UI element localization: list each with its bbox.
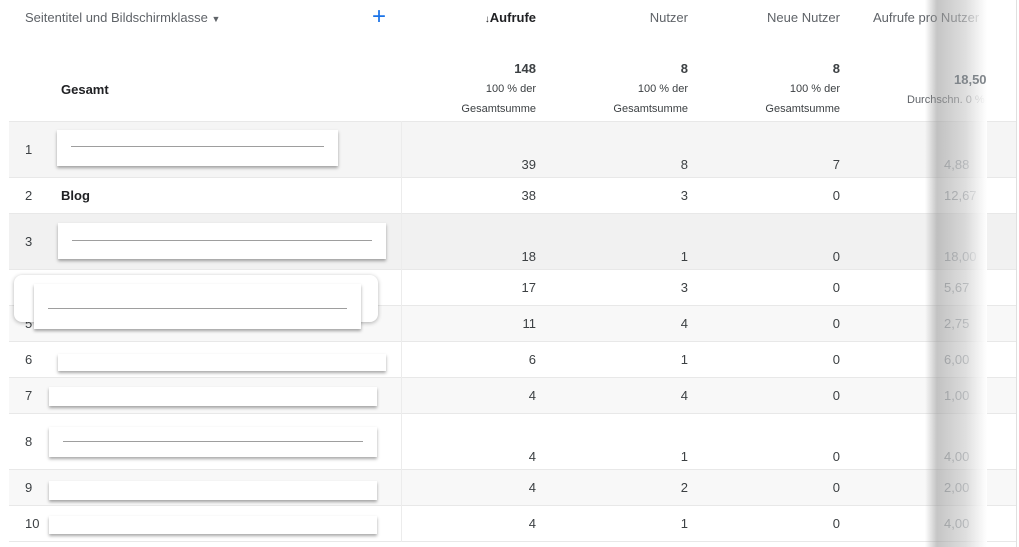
cell-aufrufe: 4 [528, 516, 536, 531]
redaction-box [49, 481, 377, 500]
total-aufrufe-pro-nutzer: 18,50 [954, 72, 987, 87]
cell-nutzer: 4 [680, 388, 688, 403]
row-index: 1 [25, 142, 33, 157]
total-neue-sub1: 100 % der [789, 83, 840, 95]
cell-aufrufe: 38 [521, 188, 536, 203]
row-index: 8 [25, 434, 33, 449]
cell-nutzer: 3 [680, 188, 688, 203]
row-index: 5 [25, 316, 33, 331]
cell-aufrufe: 11 [522, 316, 537, 331]
cell-neue-nutzer: 0 [832, 188, 840, 203]
dimension-label: Seitentitel und Bildschirmklasse [25, 10, 208, 25]
cell-nutzer: 4 [680, 316, 688, 331]
cell-neue-nutzer: 7 [832, 157, 840, 172]
row-index: 3 [25, 234, 33, 249]
total-aufrufe: 148 [514, 61, 536, 76]
panel-border [1016, 0, 1017, 547]
total-aufrufe-sub1: 100 % der [485, 83, 536, 95]
total-neue-sub2: Gesamtsumme [765, 103, 840, 115]
column-header-nutzer[interactable]: Nutzer [649, 10, 688, 25]
row-index: 6 [25, 352, 33, 367]
row-page-title[interactable]: Blog [61, 188, 90, 203]
column-divider [401, 121, 402, 542]
cell-aufrufe: 18 [521, 249, 536, 264]
redaction-box [49, 427, 377, 457]
redaction-box [58, 354, 386, 371]
row-index: 2 [25, 188, 33, 203]
cell-neue-nutzer: 0 [832, 449, 840, 464]
dimension-selector[interactable]: Seitentitel und Bildschirmklasse ▼ [25, 10, 220, 25]
total-aufrufe-sub2: Gesamtsumme [461, 103, 536, 115]
cell-nutzer: 2 [680, 480, 688, 495]
redaction-box [49, 516, 377, 534]
cell-aufrufe: 17 [521, 280, 536, 295]
scroll-shadow [925, 0, 987, 547]
table-row[interactable]: 2 Blog 38 3 0 12,67 [9, 178, 1017, 214]
total-nutzer-sub1: 100 % der [637, 83, 688, 95]
redaction-box [57, 130, 338, 166]
cell-neue-nutzer: 0 [832, 280, 840, 295]
cell-neue-nutzer: 0 [832, 516, 840, 531]
row-index: 9 [25, 480, 33, 495]
redaction-box [58, 223, 386, 259]
cell-aufrufe: 6 [528, 352, 536, 367]
cell-neue-nutzer: 0 [832, 388, 840, 403]
cell-nutzer: 1 [680, 516, 688, 531]
column-header-neue-nutzer[interactable]: Neue Nutzer [767, 10, 840, 25]
arrow-down-icon: ↓ [484, 14, 490, 25]
redaction-box [34, 284, 361, 329]
cell-nutzer: 8 [680, 157, 688, 172]
cell-aufrufe: 39 [521, 157, 536, 172]
dropdown-caret-icon: ▼ [211, 14, 221, 24]
add-dimension-button[interactable]: + [372, 3, 387, 30]
cell-nutzer: 1 [680, 352, 688, 367]
total-nutzer: 8 [680, 61, 688, 76]
cell-nutzer: 1 [680, 249, 688, 264]
redaction-box [49, 387, 377, 406]
cell-nutzer: 3 [680, 280, 688, 295]
cell-neue-nutzer: 0 [832, 480, 840, 495]
row-index: 10 [25, 516, 40, 531]
total-nutzer-sub2: Gesamtsumme [613, 103, 688, 115]
totals-label: Gesamt [61, 82, 109, 97]
cell-neue-nutzer: 0 [832, 352, 840, 367]
cell-neue-nutzer: 0 [832, 249, 840, 264]
cell-aufrufe: 4 [528, 388, 536, 403]
total-neue-nutzer: 8 [832, 61, 840, 76]
cell-neue-nutzer: 0 [832, 316, 840, 331]
column-header-aufrufe[interactable]: ↓Aufrufe [484, 10, 536, 25]
cell-aufrufe: 4 [528, 449, 536, 464]
row-index: 7 [25, 388, 33, 403]
cell-aufrufe: 4 [528, 480, 536, 495]
cell-nutzer: 1 [680, 449, 688, 464]
